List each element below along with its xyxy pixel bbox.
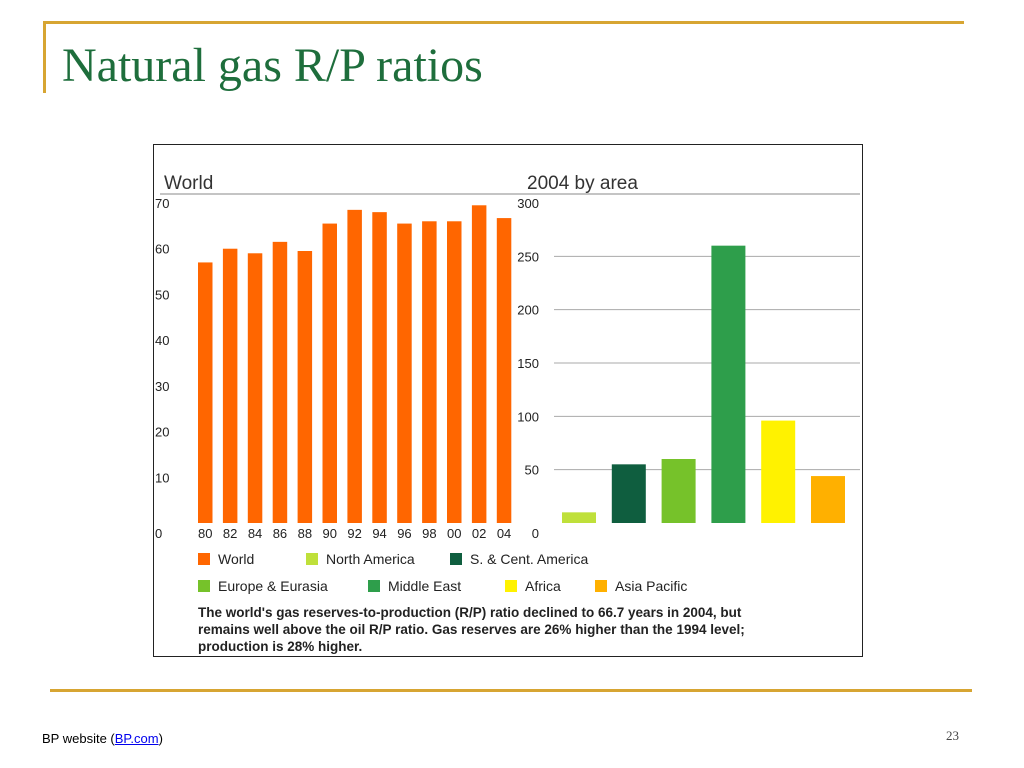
area-bar-middle-east [711,245,746,523]
area-y-tick-label: 50 [525,463,539,478]
world-bar [297,251,313,523]
legend-label: Asia Pacific [615,578,687,594]
footer-prefix: BP website ( [42,731,115,746]
world-y-tick-label: 10 [155,470,169,485]
legend-swatch [505,580,517,592]
caption: The world's gas reserves-to-production (… [198,605,745,654]
legend-label: World [218,551,254,567]
accent-top-rule [43,21,964,24]
legend-label: Africa [525,578,561,594]
world-chart: 70 60 50 40 30 20 10 0 80 82 84 86 88 90 92 94 96 98 00 02 0… [155,196,512,541]
area-y-tick-label: 250 [517,249,539,264]
legend-label: Middle East [388,578,461,594]
footer-suffix: ) [158,731,163,746]
footer-rule [50,689,972,692]
world-y-tick-label: 40 [155,333,169,348]
footer-link[interactable]: BP.com [114,731,159,746]
legend-label: S. & Cent. America [470,551,588,567]
legend: World North America S. & Cent. America Euro… [198,551,687,594]
world-bar [447,221,462,523]
chart-frame: World 2004 by area 70 60 50 40 30 20 10 0 80 82 84… [153,144,863,657]
legend-swatch [595,580,607,592]
legend-swatch [198,580,210,592]
area-chart-title: 2004 by area [527,173,638,194]
world-bar [222,248,238,523]
world-bar [372,212,387,523]
caption-line-1: The world's gas reserves-to-production (… [198,605,742,620]
world-x-tick-label: 82 [223,526,237,541]
world-bar [471,205,487,523]
world-x-tick-label: 94 [372,526,386,541]
slide-title: Natural gas R/P ratios [62,39,483,92]
world-bar [247,253,263,523]
legend-swatch [368,580,380,592]
legend-swatch [306,553,318,565]
page-number: 23 [946,728,959,743]
world-x-tick-label: 90 [323,526,337,541]
world-x-tick-label: 80 [198,526,212,541]
world-x-tick-label: 98 [422,526,436,541]
world-chart-title: World [164,173,213,194]
world-y-tick-label: 20 [155,425,169,440]
world-x-tick-label: 00 [447,526,461,541]
world-x-tick-label: 86 [273,526,287,541]
accent-vertical-bar [43,21,46,93]
world-bar [422,221,437,523]
world-bar [272,241,288,523]
area-bar-north-america [562,512,596,523]
world-x-tick-label: 84 [248,526,262,541]
legend-swatch [198,553,210,565]
world-y-tick-label: 50 [155,287,169,302]
legend-label: North America [326,551,415,567]
world-x-tick-label: 02 [472,526,486,541]
world-x-tick-label: 96 [397,526,411,541]
world-x-tick-label: 04 [497,526,511,541]
area-bar-africa [761,420,796,523]
area-y-tick-label: 200 [517,303,539,318]
area-bar-asia-pacific [811,476,845,523]
area-y-tick-label: 100 [517,409,539,424]
area-chart: 300 250 200 150 100 50 0 [517,196,860,541]
world-y-tick-label: 60 [155,242,169,257]
footer-source: BP website (BP.com) [42,731,163,746]
world-bar [397,223,412,524]
world-bar [198,262,213,523]
world-y-tick-label: 70 [155,196,169,211]
caption-line-3: production is 28% higher. [198,639,362,654]
world-x-tick-label: 92 [347,526,361,541]
world-x-tick-label: 88 [298,526,312,541]
world-y-tick-label: 0 [155,526,162,541]
world-bar [347,209,362,523]
area-y-tick-label: 150 [517,356,539,371]
area-y-tick-label: 0 [532,526,539,541]
legend-label: Europe & Eurasia [218,578,328,594]
world-y-tick-label: 30 [155,379,169,394]
area-bar-s-cent-america [611,464,646,523]
area-y-tick-label: 300 [517,196,539,211]
legend-swatch [450,553,462,565]
world-bar [496,218,512,523]
caption-line-2: remains well above the oil R/P ratio. Ga… [198,622,745,637]
world-bar [322,223,337,524]
area-bar-europe-eurasia [661,459,696,523]
